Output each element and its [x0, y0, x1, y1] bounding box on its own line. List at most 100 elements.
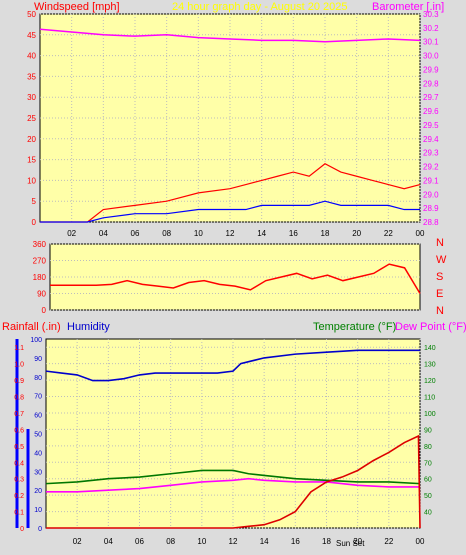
wind-x-ticks: 02 04 06 08 10 12 14 16 18 20 22 00 [67, 229, 425, 238]
wind-tick-label: 10 [27, 176, 36, 185]
rain-tick-label: 0.9 [14, 378, 24, 385]
humidity-tick-label: 50 [34, 432, 42, 439]
series-humidity [45, 349, 420, 382]
series-direction [50, 263, 421, 294]
hour-tick-label: 20 [353, 537, 362, 546]
hour-tick-label: 20 [352, 229, 361, 238]
hour-tick-label: 02 [73, 537, 82, 546]
temperature-tick-label: 110 [424, 395, 435, 402]
hour-tick-label: 02 [67, 229, 76, 238]
humidity-tick-label: 60 [34, 413, 42, 420]
series-gust [40, 163, 421, 223]
hour-tick-label: 14 [260, 537, 269, 546]
rain-y-ticks: 0 0.1 0.2 0.3 0.4 0.5 0.6 0.7 0.8 0.9 1.0 1.1 [14, 345, 24, 533]
wind-series [39, 28, 421, 223]
humidity-tick-label: 10 [34, 507, 42, 514]
direction-letter: N [436, 305, 444, 317]
barometer-tick-label: 29.8 [423, 79, 439, 88]
wind-tick-label: 35 [27, 72, 36, 81]
rain-tick-label: 0.3 [14, 477, 24, 484]
wind-tick-label: 0 [32, 218, 37, 227]
barometer-tick-label: 30.3 [423, 10, 439, 19]
series-rainfall [46, 434, 421, 529]
barometer-tick-label: 29.0 [423, 190, 439, 199]
rain-tick-label: 0.5 [14, 444, 24, 451]
wind-tick-label: 45 [27, 31, 36, 40]
rain-tick-label: 0.7 [14, 411, 24, 418]
humidity-axis-label: Humidity [67, 321, 110, 333]
sunset-marker-label: Sun Set [336, 539, 365, 548]
temperature-tick-label: 40 [424, 510, 432, 517]
weather-plot-area [45, 338, 421, 529]
direction-series [50, 263, 421, 294]
direction-y-ticks: 0 90 180 270 360 [33, 240, 47, 315]
hour-tick-label: 00 [416, 537, 425, 546]
weather-series [15, 339, 421, 529]
wind-tick-label: 40 [27, 52, 36, 61]
direction-plot-area [49, 243, 421, 311]
temperature-tick-label: 140 [424, 345, 436, 352]
hour-tick-label: 06 [135, 537, 144, 546]
humidity-tick-label: 0 [38, 526, 42, 533]
hour-tick-label: 16 [291, 537, 300, 546]
barometer-tick-label: 29.4 [423, 135, 439, 144]
barometer-tick-label: 29.6 [423, 107, 439, 116]
barometer-tick-label: 29.2 [423, 163, 439, 172]
chart-title: 24 hour graph day - August 20 2025 [172, 1, 348, 13]
wind-tick-label: 15 [27, 156, 36, 165]
temperature-tick-label: 70 [424, 460, 432, 467]
wind-tick-label: 20 [27, 135, 36, 144]
direction-tick-label: 360 [33, 240, 47, 249]
barometer-tick-label: 29.3 [423, 149, 439, 158]
barometer-y-ticks: 28.8 28.9 29.0 29.1 29.2 29.3 29.4 29.5 29.6 29.7… [423, 10, 439, 227]
barometer-tick-label: 28.8 [423, 218, 439, 227]
wind-y-ticks: 0 5 10 15 20 25 30 35 40 45 50 [27, 10, 36, 227]
temperature-tick-label: 50 [424, 493, 432, 500]
barometer-tick-label: 29.1 [423, 176, 439, 185]
rain-tick-label: 0 [20, 526, 24, 533]
humidity-tick-label: 70 [34, 394, 42, 401]
rain-tick-label: 0.4 [14, 460, 24, 467]
barometer-tick-label: 30.0 [423, 52, 439, 61]
temperature-axis-label: Temperature (°F) [313, 321, 396, 333]
direction-letter: S [436, 271, 443, 283]
hour-tick-label: 12 [229, 537, 238, 546]
rain-tick-label: 0.8 [14, 395, 24, 402]
hour-tick-label: 06 [131, 229, 140, 238]
temperature-tick-label: 80 [424, 444, 432, 451]
barometer-tick-label: 29.9 [423, 65, 439, 74]
temperature-tick-label: 90 [424, 427, 432, 434]
direction-tick-label: 270 [33, 257, 47, 266]
hour-tick-label: 18 [322, 537, 331, 546]
hour-tick-label: 18 [321, 229, 330, 238]
rain-axis-label: Rainfall (.in) [2, 321, 61, 333]
series-temperature [45, 469, 421, 485]
direction-tick-label: 0 [42, 306, 47, 315]
humidity-tick-label: 30 [34, 469, 42, 476]
hour-tick-label: 22 [384, 229, 393, 238]
humidity-tick-label: 20 [34, 488, 42, 495]
dewpoint-axis-label: Dew Point (°F) [395, 321, 466, 333]
hour-tick-label: 08 [166, 537, 175, 546]
hour-tick-label: 10 [197, 537, 206, 546]
wind-tick-label: 25 [27, 114, 36, 123]
humidity-tick-label: 90 [34, 356, 42, 363]
hour-tick-label: 04 [104, 537, 113, 546]
hour-tick-label: 22 [384, 537, 393, 546]
direction-tick-label: 180 [33, 273, 47, 282]
hour-tick-label: 14 [257, 229, 266, 238]
direction-letter: E [436, 288, 443, 300]
barometer-tick-label: 29.5 [423, 121, 439, 130]
rain-tick-label: 1.1 [14, 345, 24, 352]
hour-tick-label: 04 [99, 229, 108, 238]
humidity-tick-label: 100 [30, 337, 42, 344]
series-dew-point [46, 477, 420, 493]
weather-x-ticks: 02 04 06 08 10 12 14 16 18 20 22 00 [73, 537, 425, 546]
temperature-y-ticks: 40 50 60 70 80 90 100 110 120 130 140 [424, 345, 436, 516]
series-barometer [39, 28, 421, 43]
rain-tick-label: 0.1 [14, 510, 24, 517]
temperature-tick-label: 60 [424, 477, 432, 484]
direction-letter: W [436, 254, 447, 266]
temperature-tick-label: 100 [424, 411, 436, 418]
